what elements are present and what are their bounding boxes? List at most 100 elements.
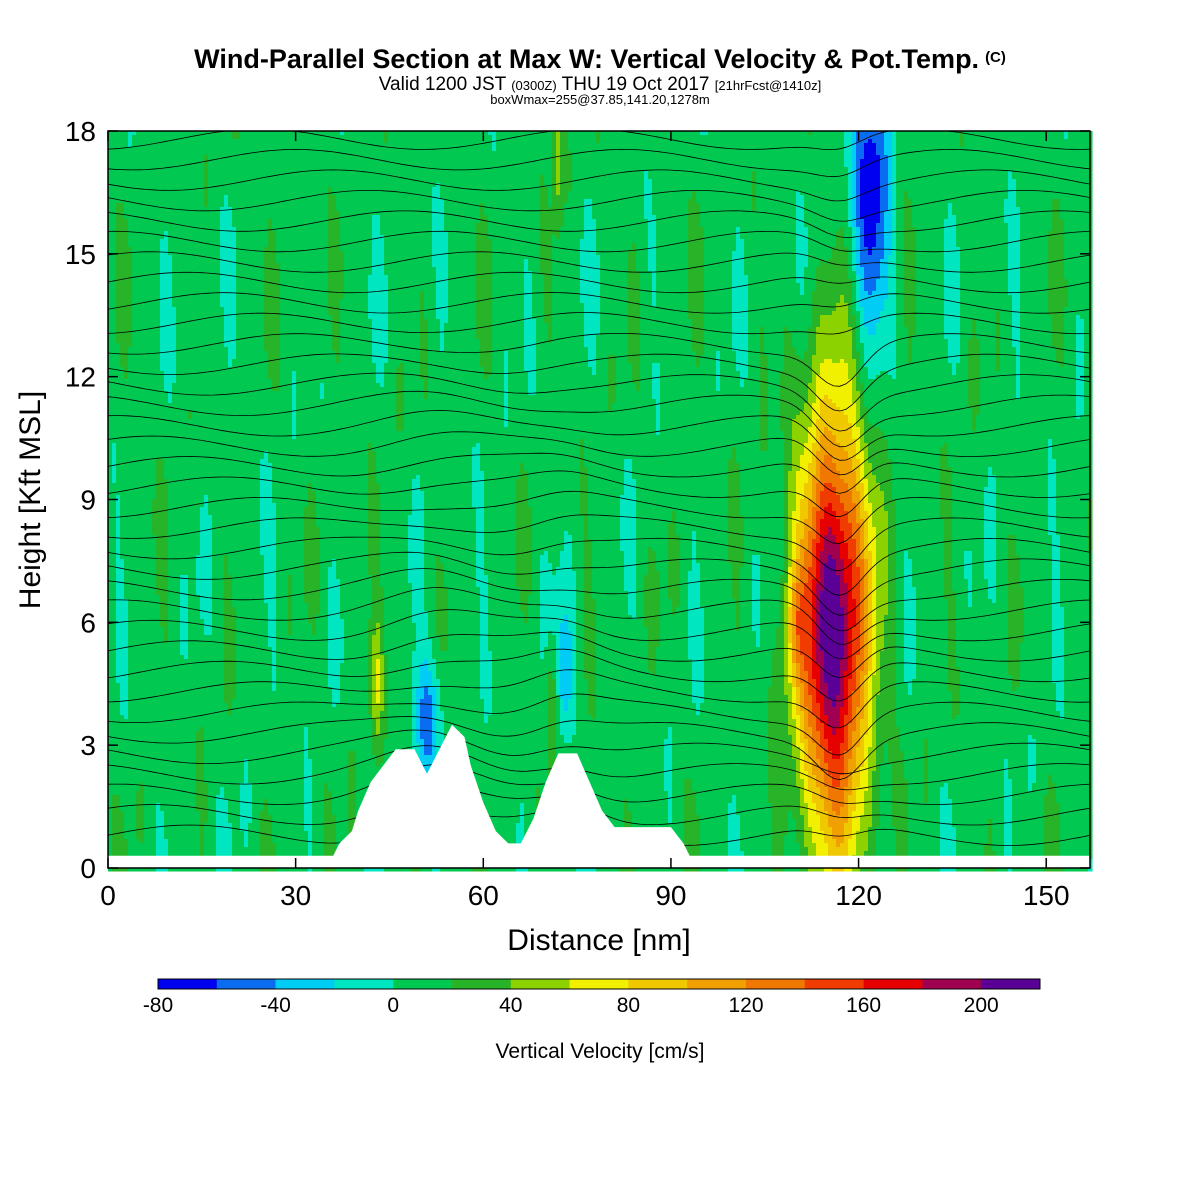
velocity-cell [904, 159, 909, 164]
velocity-cell [352, 179, 357, 184]
velocity-cell [624, 175, 629, 180]
velocity-cell [1024, 167, 1029, 172]
velocity-cell [592, 139, 597, 144]
velocity-cell [128, 175, 133, 180]
velocity-cell [716, 143, 721, 148]
velocity-cell [1056, 151, 1061, 156]
velocity-cell [220, 151, 225, 156]
velocity-cell [912, 135, 917, 140]
velocity-cell [688, 175, 693, 180]
velocity-cell [440, 151, 445, 156]
velocity-cell [428, 155, 433, 160]
velocity-cell [720, 171, 725, 176]
velocity-cell [860, 155, 865, 160]
velocity-cell [160, 159, 165, 164]
velocity-cell [952, 155, 957, 160]
velocity-cell [228, 139, 233, 144]
velocity-cell [696, 147, 701, 152]
velocity-cell [256, 147, 261, 152]
velocity-cell [412, 155, 417, 160]
velocity-cell [712, 147, 717, 152]
velocity-cell [960, 143, 965, 148]
velocity-cell [212, 147, 217, 152]
velocity-cell [336, 171, 341, 176]
velocity-cell [372, 151, 377, 156]
velocity-cell [1084, 139, 1089, 144]
velocity-cell [444, 175, 449, 180]
velocity-cell [736, 171, 741, 176]
velocity-cell [212, 155, 217, 160]
velocity-cell [920, 139, 925, 144]
velocity-cell [200, 151, 205, 156]
velocity-cell [620, 139, 625, 144]
velocity-cell [448, 139, 453, 144]
velocity-cell [968, 139, 973, 144]
velocity-cell [452, 167, 457, 172]
velocity-cell [456, 135, 461, 140]
velocity-cell [520, 151, 525, 156]
velocity-cell [244, 167, 249, 172]
velocity-cell [1028, 135, 1033, 140]
velocity-cell [280, 159, 285, 164]
velocity-cell [656, 179, 661, 184]
velocity-cell [300, 143, 305, 148]
velocity-cell [848, 167, 853, 172]
velocity-cell [956, 135, 961, 140]
velocity-cell [620, 155, 625, 160]
velocity-cell [272, 139, 277, 144]
velocity-cell [648, 143, 653, 148]
velocity-cell [784, 143, 789, 148]
velocity-cell [444, 143, 449, 148]
velocity-cell [904, 167, 909, 172]
velocity-cell [480, 175, 485, 180]
velocity-cell [844, 159, 849, 164]
velocity-cell [620, 143, 625, 148]
velocity-cell [112, 143, 117, 148]
velocity-cell [580, 147, 585, 152]
velocity-cell [424, 163, 429, 168]
velocity-cell [212, 171, 217, 176]
velocity-cell [364, 163, 369, 168]
velocity-cell [652, 143, 657, 148]
velocity-cell [432, 139, 437, 144]
velocity-cell [576, 147, 581, 152]
velocity-cell [664, 171, 669, 176]
velocity-cell [452, 163, 457, 168]
velocity-cell [316, 163, 321, 168]
velocity-cell [536, 155, 541, 160]
velocity-cell [800, 163, 805, 168]
velocity-cell [716, 139, 721, 144]
velocity-cell [856, 143, 861, 148]
velocity-cell [476, 159, 481, 164]
velocity-cell [1068, 151, 1073, 156]
velocity-cell [756, 171, 761, 176]
velocity-cell [1040, 155, 1045, 160]
velocity-cell [240, 171, 245, 176]
velocity-cell [180, 155, 185, 160]
velocity-cell [560, 139, 565, 144]
velocity-cell [756, 167, 761, 172]
velocity-cell [712, 155, 717, 160]
velocity-cell [460, 151, 465, 156]
velocity-cell [284, 143, 289, 148]
velocity-cell [660, 167, 665, 172]
velocity-cell [308, 159, 313, 164]
velocity-cell [916, 171, 921, 176]
velocity-cell [880, 151, 885, 156]
velocity-cell [572, 143, 577, 148]
velocity-cell [456, 175, 461, 180]
velocity-cell [704, 175, 709, 180]
velocity-cell [380, 135, 385, 140]
velocity-cell [536, 135, 541, 140]
velocity-cell [756, 163, 761, 168]
velocity-cell [368, 163, 373, 168]
velocity-cell [136, 171, 141, 176]
velocity-cell [564, 143, 569, 148]
velocity-cell [244, 147, 249, 152]
velocity-cell [264, 139, 269, 144]
velocity-cell [1060, 143, 1065, 148]
velocity-cell [524, 151, 529, 156]
velocity-cell [368, 159, 373, 164]
velocity-cell [740, 159, 745, 164]
velocity-cell [140, 159, 145, 164]
